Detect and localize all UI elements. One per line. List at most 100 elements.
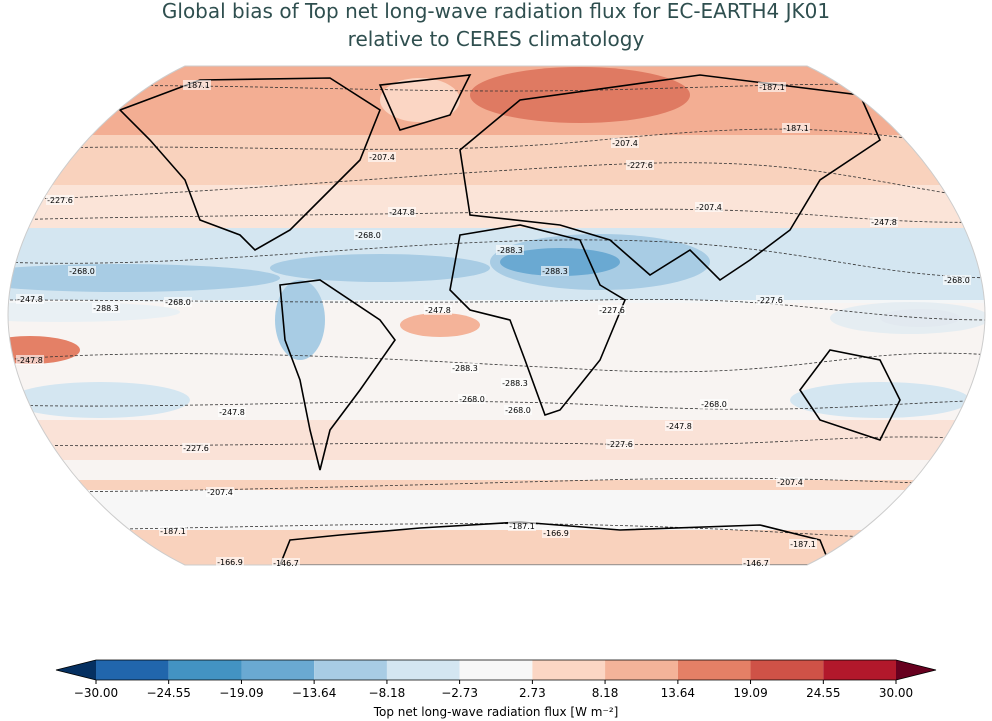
field-patch xyxy=(380,78,460,122)
contour-label: -268.0 xyxy=(459,395,485,404)
contour-label: -227.6 xyxy=(627,161,653,170)
contour-line xyxy=(8,399,985,410)
contour-line xyxy=(8,208,985,223)
contour-label: -288.3 xyxy=(452,364,478,373)
colorbar-tick-label: −19.09 xyxy=(219,686,263,700)
contour-label-bg xyxy=(742,558,770,568)
contour-label-bg xyxy=(626,160,654,170)
contour-label: -227.6 xyxy=(599,306,625,315)
colorbar-bin xyxy=(241,660,315,680)
contour-label-bg xyxy=(46,195,74,205)
title-line: Global bias of Top net long-wave radiati… xyxy=(162,0,830,23)
colorbar-tick-label: 2.73 xyxy=(519,686,546,700)
contour-label-bg xyxy=(496,245,524,255)
contour-label: -288.3 xyxy=(93,304,119,313)
colorbar-bin xyxy=(96,660,169,680)
colorbar-tick-label: 13.64 xyxy=(661,686,695,700)
colorbar-bin xyxy=(168,660,242,680)
contour-label-bg xyxy=(451,363,479,373)
contour-label: -207.4 xyxy=(777,478,803,487)
contour-label-bg xyxy=(218,407,246,417)
contour-label: -227.6 xyxy=(47,196,73,205)
contour-label: -288.3 xyxy=(542,267,568,276)
contour-label-bg xyxy=(183,80,211,90)
colorbar-bin xyxy=(314,660,387,680)
contour-label-bg xyxy=(272,558,300,568)
contour-label: -268.0 xyxy=(165,298,191,307)
contour-label-bg xyxy=(508,521,536,531)
contour-label-bg xyxy=(758,82,786,92)
field-patch xyxy=(275,280,325,360)
contour-line xyxy=(8,239,985,279)
field-band xyxy=(8,185,985,235)
field-band xyxy=(8,530,985,565)
contour-label: -207.4 xyxy=(207,488,233,497)
colorbar-bin xyxy=(386,660,460,680)
contour-label-bg xyxy=(458,394,486,404)
contour-label: -187.1 xyxy=(184,81,210,90)
field-patch xyxy=(10,382,190,418)
contour-label-bg xyxy=(776,477,804,487)
contour-label-bg xyxy=(68,266,96,276)
colorbar-tick-label: 19.09 xyxy=(733,686,767,700)
contour-label-bg xyxy=(159,526,187,536)
contour-label-bg xyxy=(164,297,192,307)
contour-label-bg xyxy=(504,405,532,415)
title-line: relative to CERES climatology xyxy=(348,27,645,51)
colorbar-tick-label: 30.00 xyxy=(879,686,913,700)
contour-label-bg xyxy=(354,230,382,240)
contour-label: -187.1 xyxy=(783,124,809,133)
contour-label: -207.4 xyxy=(696,203,722,212)
colorbar-extend xyxy=(56,660,96,680)
colorbar-bin xyxy=(532,660,606,680)
contour-label: -227.6 xyxy=(183,444,209,453)
coastline xyxy=(459,74,882,282)
coastline xyxy=(378,74,472,131)
contour-label-bg xyxy=(789,539,817,549)
contour-label: -207.4 xyxy=(369,153,395,162)
contour-label-bg xyxy=(16,294,44,304)
contour-label: -268.0 xyxy=(505,406,531,415)
contour-label-bg xyxy=(16,355,44,365)
field-patch xyxy=(500,248,620,276)
colorbar-tick-label: −24.55 xyxy=(146,686,190,700)
colorbar-extend xyxy=(896,660,936,680)
contour-label-bg xyxy=(665,421,693,431)
colorbar-bin xyxy=(605,660,678,680)
contour-label-bg xyxy=(206,487,234,497)
contour-line xyxy=(8,128,985,151)
colorbar-tick-label: −2.73 xyxy=(441,686,478,700)
coastline xyxy=(279,279,396,471)
colorbar-bin xyxy=(823,660,896,680)
contour-label: -268.0 xyxy=(701,400,727,409)
field-patch xyxy=(8,264,280,292)
contour-label-bg xyxy=(388,207,416,217)
coastline xyxy=(278,521,832,565)
contour-label-bg xyxy=(782,123,810,133)
colorbar-tick-label: 8.18 xyxy=(592,686,619,700)
contour-label-bg xyxy=(424,305,452,315)
coastline xyxy=(799,349,901,441)
contour-label: -187.1 xyxy=(759,83,785,92)
field-patch xyxy=(400,313,480,337)
colorbar-bin xyxy=(677,660,751,680)
contour-label-bg xyxy=(182,443,210,453)
field-patch xyxy=(470,67,690,123)
contour-label-bg xyxy=(700,399,728,409)
contour-label: -166.9 xyxy=(543,529,569,538)
contour-label: -247.8 xyxy=(219,408,245,417)
contour-label: -166.9 xyxy=(217,558,243,567)
contour-label: -227.6 xyxy=(757,296,783,305)
contour-label: -247.8 xyxy=(17,356,43,365)
contour-line xyxy=(8,477,985,493)
contour-label: -146.7 xyxy=(273,559,299,568)
colorbar-bin xyxy=(459,660,533,680)
contour-label-bg xyxy=(870,217,898,227)
colorbar-tick-label: −30.00 xyxy=(74,686,118,700)
colorbar-label: Top net long-wave radiation flux [W m⁻²] xyxy=(373,705,619,719)
colorbar-tick-label: 24.55 xyxy=(806,686,840,700)
contour-line xyxy=(8,162,985,201)
contour-label-bg xyxy=(541,266,569,276)
contour-label: -187.1 xyxy=(160,527,186,536)
